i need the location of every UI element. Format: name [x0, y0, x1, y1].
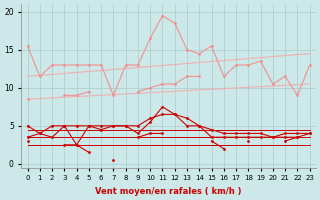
X-axis label: Vent moyen/en rafales ( km/h ): Vent moyen/en rafales ( km/h ): [95, 187, 242, 196]
